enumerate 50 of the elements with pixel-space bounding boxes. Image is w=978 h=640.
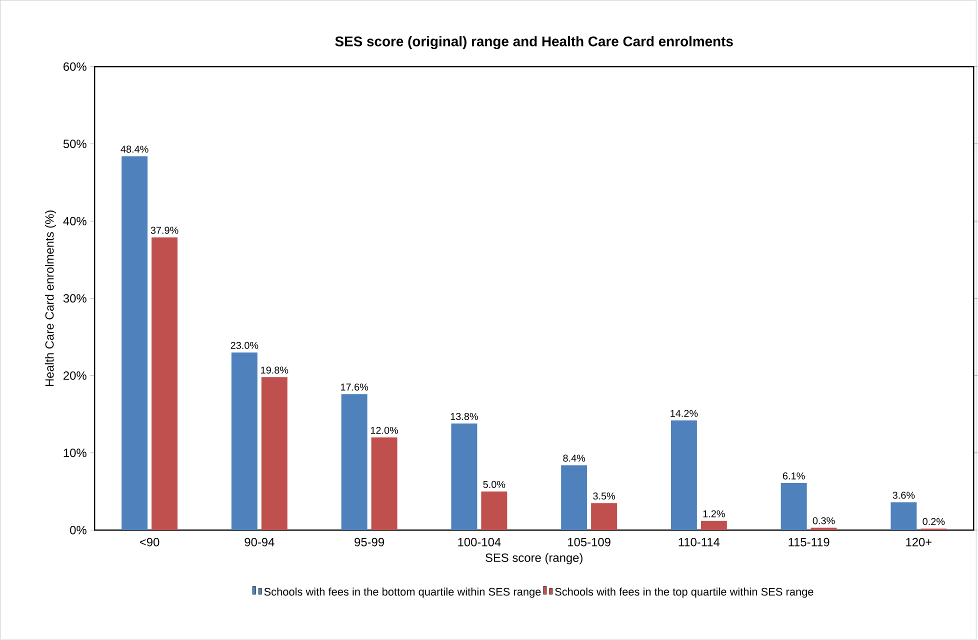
data-label: 3.5% xyxy=(593,492,616,500)
x-tick-label: 100-104 xyxy=(458,538,501,546)
x-tick-label: <90 xyxy=(140,538,160,546)
x-tick-label: 110-114 xyxy=(678,538,720,546)
legend-label: Schools with fees in the top quartile within SES range xyxy=(555,588,814,598)
bar xyxy=(700,520,727,530)
bar xyxy=(561,465,588,530)
y-tick-label: 30% xyxy=(63,294,86,303)
data-label: 8.4% xyxy=(563,454,586,462)
data-label: 3.6% xyxy=(892,492,915,499)
y-tick-label: 0% xyxy=(70,526,86,534)
legend-label: Schools with fees in the bottom quartile within SES range xyxy=(264,588,541,598)
bar xyxy=(152,237,178,530)
bar xyxy=(481,492,508,530)
data-label: 6.1% xyxy=(782,472,805,480)
bar xyxy=(122,156,148,530)
bar xyxy=(890,502,917,530)
y-axis-title: Health Care Card enrolments (%) xyxy=(44,210,56,386)
data-label: 1.2% xyxy=(703,510,725,518)
x-tick-label: 90-94 xyxy=(244,538,274,546)
y-tick-label: 60% xyxy=(64,62,86,71)
data-label: 37.9% xyxy=(150,226,178,234)
bar xyxy=(591,503,618,530)
bar xyxy=(670,420,697,530)
data-label: 0.2% xyxy=(922,518,945,526)
data-label: 17.6% xyxy=(340,384,368,391)
bar xyxy=(371,438,398,530)
x-tick-label: 105-109 xyxy=(568,538,610,546)
x-tick-label: 115-119 xyxy=(788,538,830,546)
x-tick-label: 120+ xyxy=(906,538,932,546)
y-tick-label: 20% xyxy=(64,372,86,380)
y-tick-label: 10% xyxy=(64,448,86,458)
y-tick-label: 40% xyxy=(63,217,86,226)
data-label: 48.4% xyxy=(120,146,148,153)
data-label: 14.2% xyxy=(670,410,698,418)
data-label: 0.3% xyxy=(812,517,835,524)
data-label: 23.0% xyxy=(230,342,258,350)
chart-title: SES score (original) range and Health Care Card enrolments xyxy=(335,36,733,50)
data-label: 5.0% xyxy=(483,481,506,488)
y-tick-label: 50% xyxy=(63,140,86,148)
x-tick-label: 95-99 xyxy=(354,538,384,546)
bar xyxy=(451,424,478,530)
data-label: 13.8% xyxy=(450,413,478,420)
bar xyxy=(231,352,258,530)
bar xyxy=(780,483,807,530)
bar xyxy=(261,377,288,530)
x-axis-title: SES score (range) xyxy=(486,553,582,564)
bar xyxy=(341,394,368,530)
data-label: 12.0% xyxy=(370,427,398,434)
data-label: 19.8% xyxy=(261,366,288,374)
